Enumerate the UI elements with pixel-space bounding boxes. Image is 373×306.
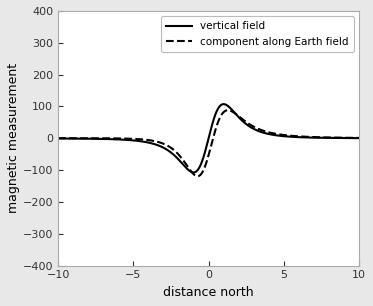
component along Earth field bbox=[291, 134, 296, 138]
Y-axis label: magnetic measurement: magnetic measurement bbox=[7, 63, 20, 213]
vertical field bbox=[178, 159, 182, 163]
vertical field bbox=[297, 135, 301, 139]
component along Earth field bbox=[188, 169, 193, 173]
vertical field bbox=[357, 136, 361, 140]
component along Earth field bbox=[226, 108, 230, 112]
vertical field bbox=[56, 136, 60, 140]
X-axis label: distance north: distance north bbox=[163, 286, 254, 299]
component along Earth field bbox=[178, 154, 182, 158]
vertical field bbox=[87, 137, 91, 140]
vertical field bbox=[263, 131, 267, 135]
component along Earth field bbox=[56, 136, 60, 140]
Line: component along Earth field: component along Earth field bbox=[58, 110, 359, 176]
component along Earth field bbox=[357, 136, 361, 140]
vertical field bbox=[221, 102, 226, 106]
Line: vertical field: vertical field bbox=[58, 104, 359, 173]
vertical field bbox=[191, 171, 196, 174]
vertical field bbox=[291, 135, 296, 139]
component along Earth field bbox=[87, 136, 91, 140]
component along Earth field bbox=[263, 129, 267, 133]
vertical field bbox=[188, 170, 193, 174]
component along Earth field bbox=[195, 174, 200, 178]
Legend: vertical field, component along Earth field: vertical field, component along Earth fi… bbox=[160, 16, 354, 52]
component along Earth field bbox=[297, 135, 301, 138]
